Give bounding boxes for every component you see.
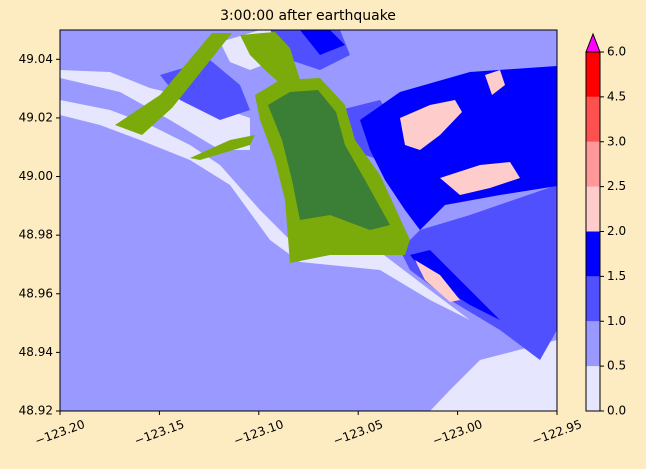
depth-region [60, 100, 470, 320]
colorbar-label: 1.5 [607, 269, 626, 283]
y-tick-label: 48.98 [19, 228, 53, 242]
colorbar-segment [586, 276, 600, 322]
colorbar-segment [586, 186, 600, 232]
colorbar-label: 3.0 [607, 134, 626, 148]
depth-region [300, 30, 345, 55]
colorbar-segment [586, 52, 600, 97]
depth-region [400, 185, 557, 360]
depth-region [440, 162, 520, 195]
depth-region [415, 260, 460, 302]
y-tick-label: 48.94 [19, 345, 53, 359]
colorbar-label: 4.5 [607, 89, 626, 103]
land [115, 33, 232, 135]
land [190, 135, 255, 160]
colorbar-segment [586, 321, 600, 367]
y-tick-label: 49.04 [19, 52, 53, 66]
colorbar-label: 1.0 [607, 314, 626, 328]
chart-title: 3:00:00 after earthquake [220, 8, 396, 24]
colorbar-label: 0.5 [607, 359, 626, 373]
depth-region [360, 66, 557, 230]
depth-region [410, 250, 500, 320]
axes-frame [59, 29, 558, 412]
y-tick-label: 48.96 [19, 286, 53, 300]
depth-region [400, 100, 462, 150]
map-area [60, 30, 557, 411]
colorbar-segment [586, 366, 600, 411]
depth-region [430, 340, 557, 411]
y-tick-label: 49.00 [19, 169, 53, 183]
colorbar-segment [586, 96, 600, 142]
y-tick-label: 49.02 [19, 110, 53, 124]
colorbar-segment [586, 141, 600, 187]
land [240, 32, 300, 88]
colorbar-label: 0.0 [607, 404, 626, 418]
depth-region [485, 70, 505, 95]
colorbar-label: 6.0 [607, 45, 626, 59]
y-tick-label: 48.92 [19, 404, 53, 418]
colorbar-label: 2.5 [607, 179, 626, 193]
colorbar-segment [586, 231, 600, 277]
colorbar-label: 2.0 [607, 224, 626, 238]
land [268, 90, 390, 230]
